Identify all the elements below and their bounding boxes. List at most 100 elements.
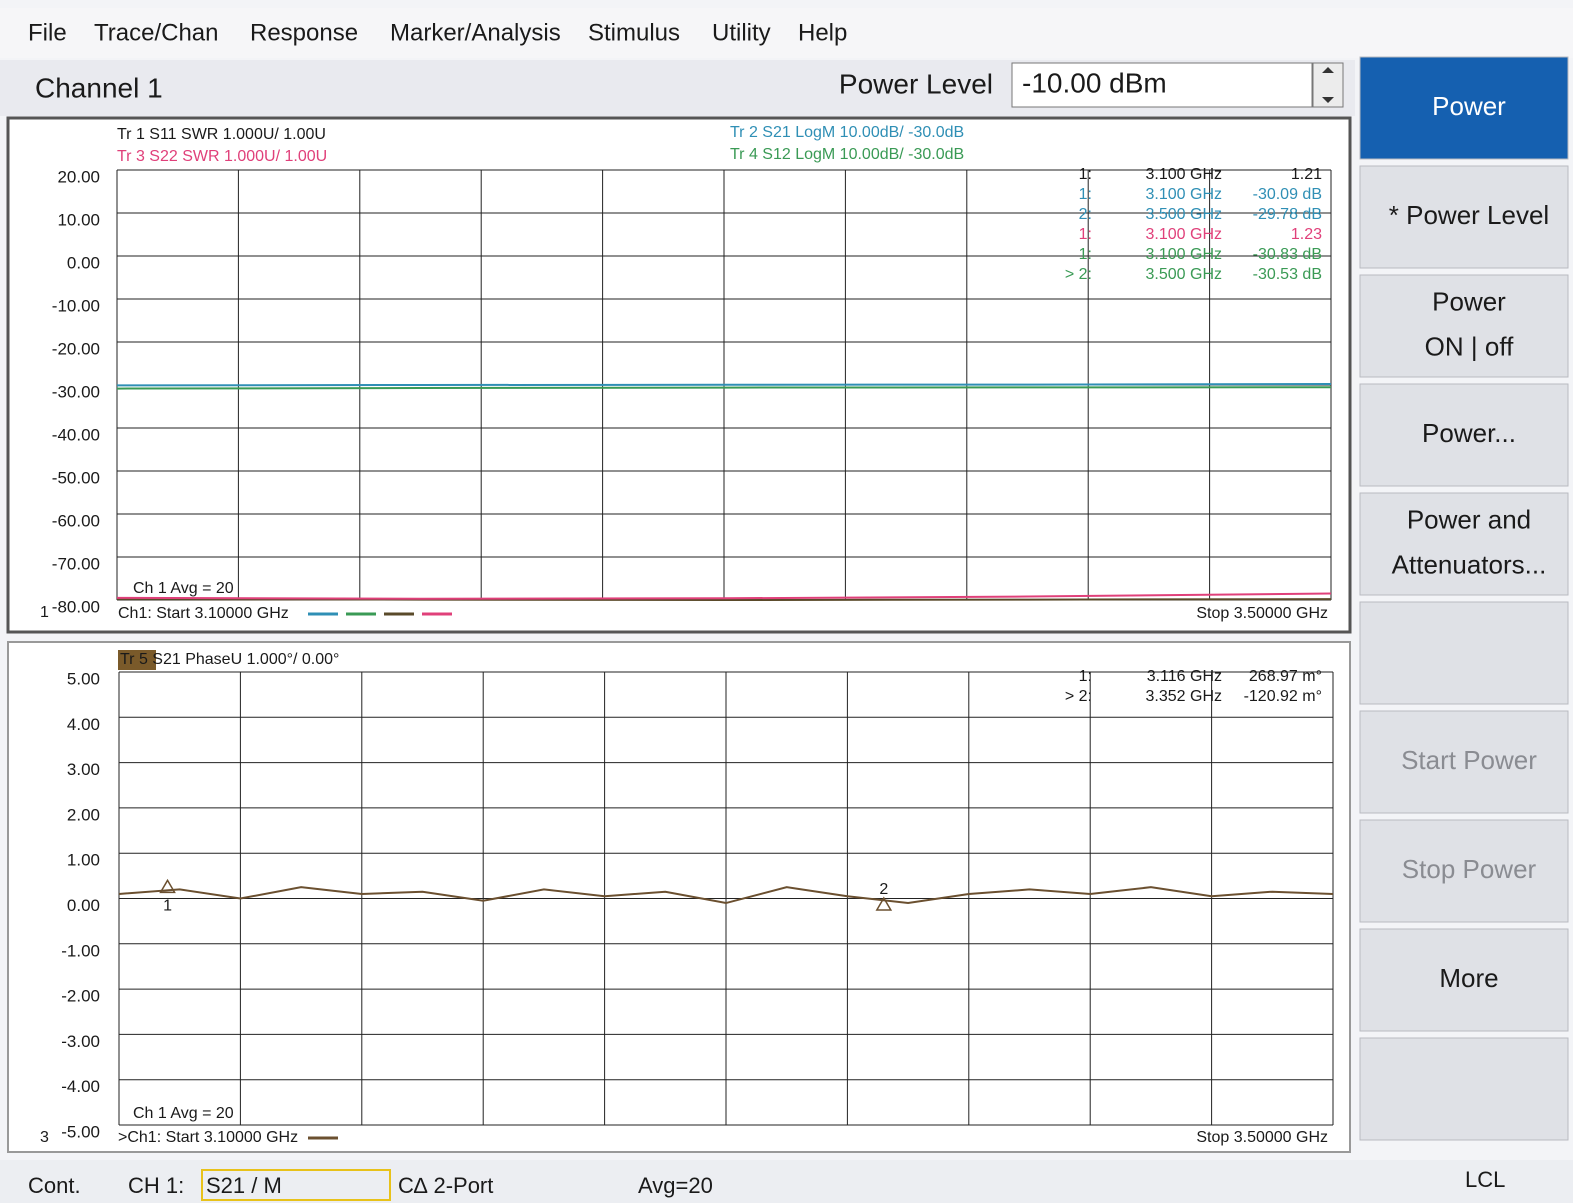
y-tick-label: -1.00 — [61, 941, 100, 960]
readout-id: > 2: — [1065, 688, 1092, 705]
y-tick-label: 5.00 — [67, 669, 100, 688]
y-tick-label: -20.00 — [52, 339, 100, 358]
start-label: Ch1: Start 3.10000 GHz — [118, 605, 289, 622]
softkey-label[interactable]: Power... — [1422, 418, 1516, 448]
readout-id: 1: — [1079, 226, 1092, 243]
readout-value: -30.09 dB — [1253, 186, 1322, 203]
readout-id: 2: — [1079, 206, 1092, 223]
trace — [116, 592, 1332, 600]
y-tick-label: -50.00 — [52, 468, 100, 487]
menu-item[interactable]: File — [28, 19, 67, 46]
menu-item[interactable]: Help — [798, 19, 847, 46]
marker-label: 2 — [879, 881, 888, 898]
softkey-label[interactable]: Power — [1432, 286, 1506, 316]
menu-bar — [0, 8, 1573, 58]
marker — [159, 878, 176, 894]
readout-id: 1: — [1079, 246, 1092, 263]
avg-label: Ch 1 Avg = 20 — [133, 580, 234, 597]
softkey-label[interactable]: Power — [1432, 91, 1506, 121]
softkey[interactable] — [1359, 274, 1569, 378]
start-label: >Ch1: Start 3.10000 GHz — [118, 1129, 298, 1146]
y-tick-label: 0.00 — [67, 253, 100, 272]
y-tick-label: 3.00 — [67, 760, 100, 779]
power-value[interactable]: -10.00 dBm — [1022, 67, 1167, 98]
stop-label: Stop 3.50000 GHz — [1196, 605, 1328, 622]
readout-value: -30.53 dB — [1253, 266, 1322, 283]
y-tick-label: 2.00 — [67, 805, 100, 824]
readout-value: 1.21 — [1291, 166, 1322, 183]
trace-header[interactable]: Tr 4 S12 LogM 10.00dB/ -30.0dB — [730, 146, 964, 163]
y-tick-label: -5.00 — [61, 1122, 100, 1141]
softkey[interactable] — [1359, 383, 1569, 487]
trace — [118, 886, 1334, 905]
trace-header[interactable]: Tr 5 S21 PhaseU 1.000°/ 0.00° — [120, 651, 339, 668]
readout-id: 1: — [1079, 166, 1092, 183]
menu-item[interactable]: Stimulus — [588, 19, 680, 46]
softkey[interactable] — [1359, 165, 1569, 269]
y-tick-label: -70.00 — [52, 554, 100, 573]
softkey-label[interactable]: More — [1439, 963, 1498, 993]
readout-value: -120.92 m° — [1244, 688, 1322, 705]
softkey[interactable] — [1359, 819, 1569, 923]
softkey[interactable] — [1359, 710, 1569, 814]
readout-freq: 3.116 GHz — [1147, 668, 1222, 685]
readout-freq: 3.352 GHz — [1146, 688, 1222, 705]
power-label: Power Level — [839, 68, 993, 99]
softkey[interactable] — [1359, 601, 1569, 705]
readout-freq: 3.100 GHz — [1146, 246, 1222, 263]
active-param — [201, 1169, 391, 1201]
power-input[interactable] — [1011, 62, 1313, 108]
softkey[interactable] — [1359, 492, 1569, 596]
readout-value: 268.97 m° — [1249, 668, 1322, 685]
softkey-label[interactable]: ON | off — [1425, 331, 1514, 361]
trace-header[interactable]: Tr 1 S11 SWR 1.000U/ 1.00U — [117, 126, 326, 143]
y-tick-label: -10.00 — [52, 296, 100, 315]
softkey-label[interactable]: Start Power — [1401, 745, 1537, 775]
y-tick-label: 0.00 — [67, 896, 100, 915]
status-item: Cont. — [28, 1173, 81, 1198]
softkey-label[interactable]: Power and — [1407, 504, 1531, 534]
readout-freq: 3.100 GHz — [1146, 226, 1222, 243]
softkey-label[interactable]: Attenuators... — [1392, 549, 1547, 579]
status-bar — [0, 1160, 1573, 1203]
readout-value: -29.78 dB — [1253, 206, 1322, 223]
y-tick-label: -60.00 — [52, 511, 100, 530]
status-item: Avg=20 — [638, 1173, 713, 1198]
y-tick-label: 4.00 — [67, 715, 100, 734]
y-tick-label: 20.00 — [57, 167, 100, 186]
y-tick-label: -30.00 — [52, 382, 100, 401]
y-tick-label: 1.00 — [67, 851, 100, 870]
softkey[interactable] — [1359, 928, 1569, 1032]
y-tick-label: -3.00 — [61, 1032, 100, 1051]
marker-label: 1 — [163, 898, 172, 915]
softkey[interactable] — [1359, 1037, 1569, 1141]
avg-label: Ch 1 Avg = 20 — [133, 1105, 234, 1122]
readout-value: -30.83 dB — [1253, 246, 1322, 263]
status-item: CH 1: — [128, 1173, 184, 1198]
softkey-label[interactable]: Stop Power — [1402, 854, 1537, 884]
stop-label: Stop 3.50000 GHz — [1196, 1129, 1328, 1146]
readout-freq: 3.100 GHz — [1146, 166, 1222, 183]
marker — [875, 896, 893, 911]
y-tick-label: -80.00 — [52, 597, 100, 616]
readout-id: 1: — [1079, 668, 1092, 685]
menu-item[interactable]: Trace/Chan — [94, 19, 219, 46]
menu-item[interactable]: Utility — [712, 19, 771, 46]
softkey-label[interactable]: * Power Level — [1389, 200, 1549, 230]
trace — [116, 386, 1332, 390]
readout-value: 1.23 — [1291, 226, 1322, 243]
status-item: C∆ 2-Port — [398, 1173, 493, 1198]
status-item: S21 / M — [206, 1173, 282, 1198]
window-number: 1 — [40, 604, 49, 621]
trace-header[interactable]: Tr 2 S21 LogM 10.00dB/ -30.0dB — [730, 124, 964, 141]
menu-item[interactable]: Marker/Analysis — [390, 19, 561, 46]
trace-header[interactable]: Tr 3 S22 SWR 1.000U/ 1.00U — [117, 148, 327, 165]
softkey[interactable] — [1359, 56, 1569, 160]
trace — [116, 598, 1332, 602]
y-tick-label: -40.00 — [52, 425, 100, 444]
menu-item[interactable]: Response — [250, 19, 358, 46]
y-tick-label: -2.00 — [61, 987, 100, 1006]
readout-freq: 3.100 GHz — [1146, 186, 1222, 203]
window-3 — [7, 641, 1351, 1153]
